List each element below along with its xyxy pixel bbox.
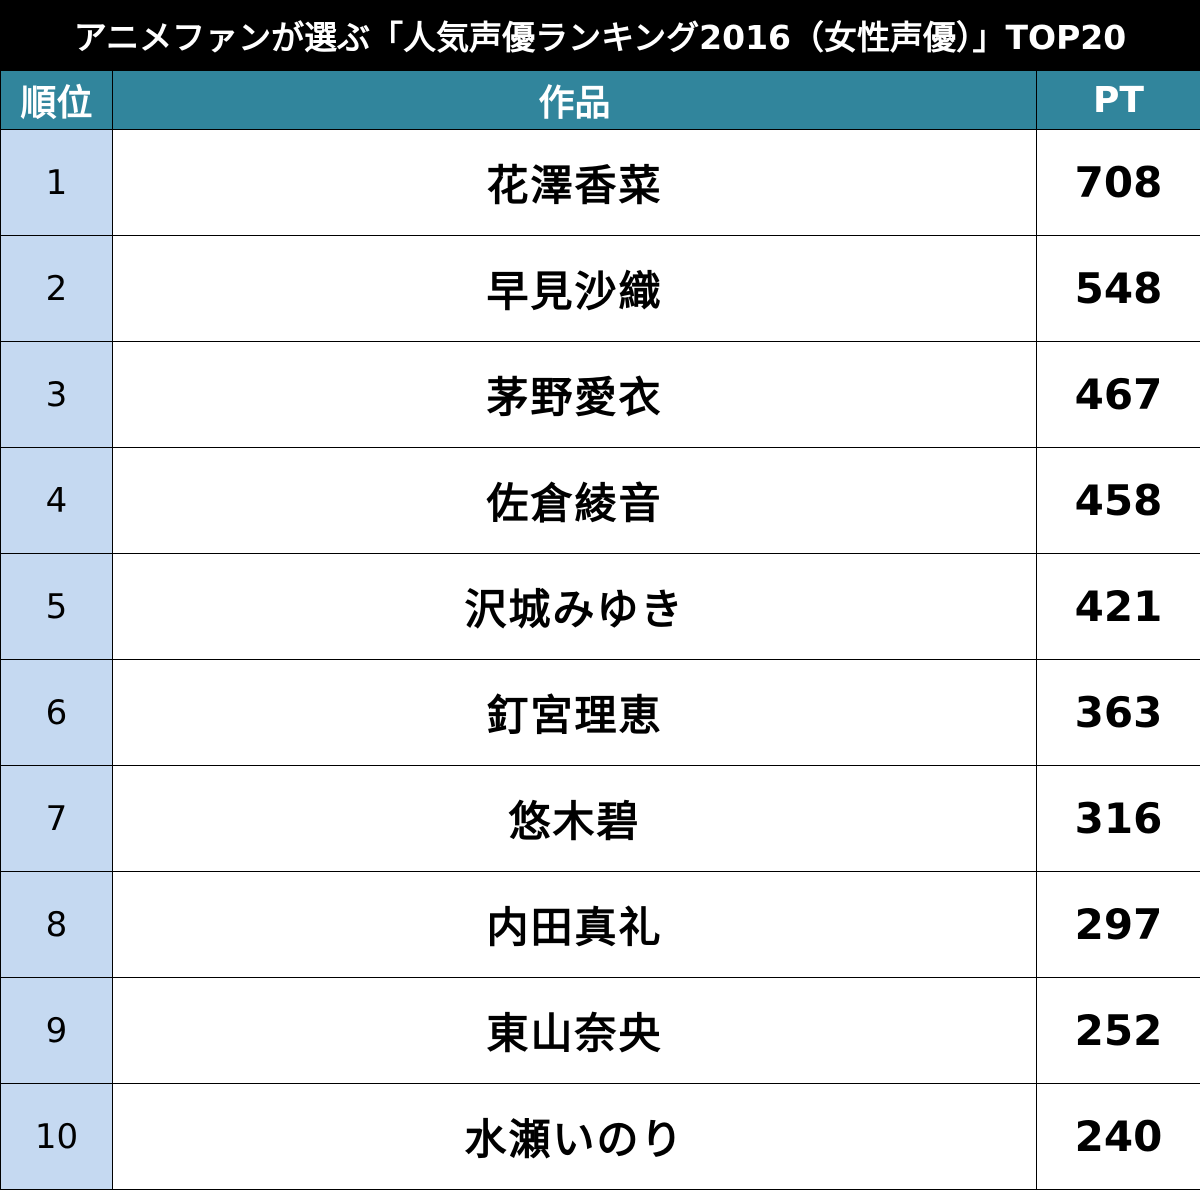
rank-cell: 7 <box>0 765 113 872</box>
pt-cell: 297 <box>1036 871 1200 978</box>
table-row: 8 内田真礼 297 <box>0 871 1200 978</box>
table-row: 1 花澤香菜 708 <box>0 129 1200 236</box>
table-row: 10 水瀬いのり 240 <box>0 1083 1200 1190</box>
table-row: 7 悠木碧 316 <box>0 765 1200 872</box>
table-body: 1 花澤香菜 708 2 早見沙織 548 3 茅野愛衣 467 4 佐倉綾音 … <box>0 129 1200 1190</box>
pt-cell: 240 <box>1036 1083 1200 1190</box>
rank-cell: 3 <box>0 341 113 448</box>
name-cell: 釘宮理恵 <box>112 659 1037 766</box>
name-cell: 沢城みゆき <box>112 553 1037 660</box>
name-cell: 水瀬いのり <box>112 1083 1037 1190</box>
table-row: 4 佐倉綾音 458 <box>0 447 1200 554</box>
pt-cell: 708 <box>1036 129 1200 236</box>
name-cell: 早見沙織 <box>112 235 1037 342</box>
pt-cell: 467 <box>1036 341 1200 448</box>
rank-cell: 5 <box>0 553 113 660</box>
pt-cell: 548 <box>1036 235 1200 342</box>
rank-cell: 1 <box>0 129 113 236</box>
pt-cell: 316 <box>1036 765 1200 872</box>
ranking-table: 順位 作品 PT 1 花澤香菜 708 2 早見沙織 548 3 茅野愛衣 46… <box>0 70 1200 1190</box>
chart-title: アニメファンが選ぶ「人気声優ランキング2016（女性声優）」TOP20 <box>0 0 1200 70</box>
name-cell: 佐倉綾音 <box>112 447 1037 554</box>
pt-cell: 363 <box>1036 659 1200 766</box>
table-row: 2 早見沙織 548 <box>0 235 1200 342</box>
pt-cell: 421 <box>1036 553 1200 660</box>
name-cell: 茅野愛衣 <box>112 341 1037 448</box>
pt-cell: 458 <box>1036 447 1200 554</box>
table-row: 9 東山奈央 252 <box>0 977 1200 1084</box>
header-rank: 順位 <box>0 70 113 130</box>
table-row: 6 釘宮理恵 363 <box>0 659 1200 766</box>
header-pt: PT <box>1036 70 1200 130</box>
rank-cell: 6 <box>0 659 113 766</box>
pt-cell: 252 <box>1036 977 1200 1084</box>
rank-cell: 10 <box>0 1083 113 1190</box>
name-cell: 東山奈央 <box>112 977 1037 1084</box>
header-name: 作品 <box>112 70 1037 130</box>
rank-cell: 2 <box>0 235 113 342</box>
table-row: 3 茅野愛衣 467 <box>0 341 1200 448</box>
rank-cell: 4 <box>0 447 113 554</box>
name-cell: 花澤香菜 <box>112 129 1037 236</box>
table-header-row: 順位 作品 PT <box>0 70 1200 130</box>
name-cell: 悠木碧 <box>112 765 1037 872</box>
name-cell: 内田真礼 <box>112 871 1037 978</box>
rank-cell: 9 <box>0 977 113 1084</box>
rank-cell: 8 <box>0 871 113 978</box>
table-row: 5 沢城みゆき 421 <box>0 553 1200 660</box>
